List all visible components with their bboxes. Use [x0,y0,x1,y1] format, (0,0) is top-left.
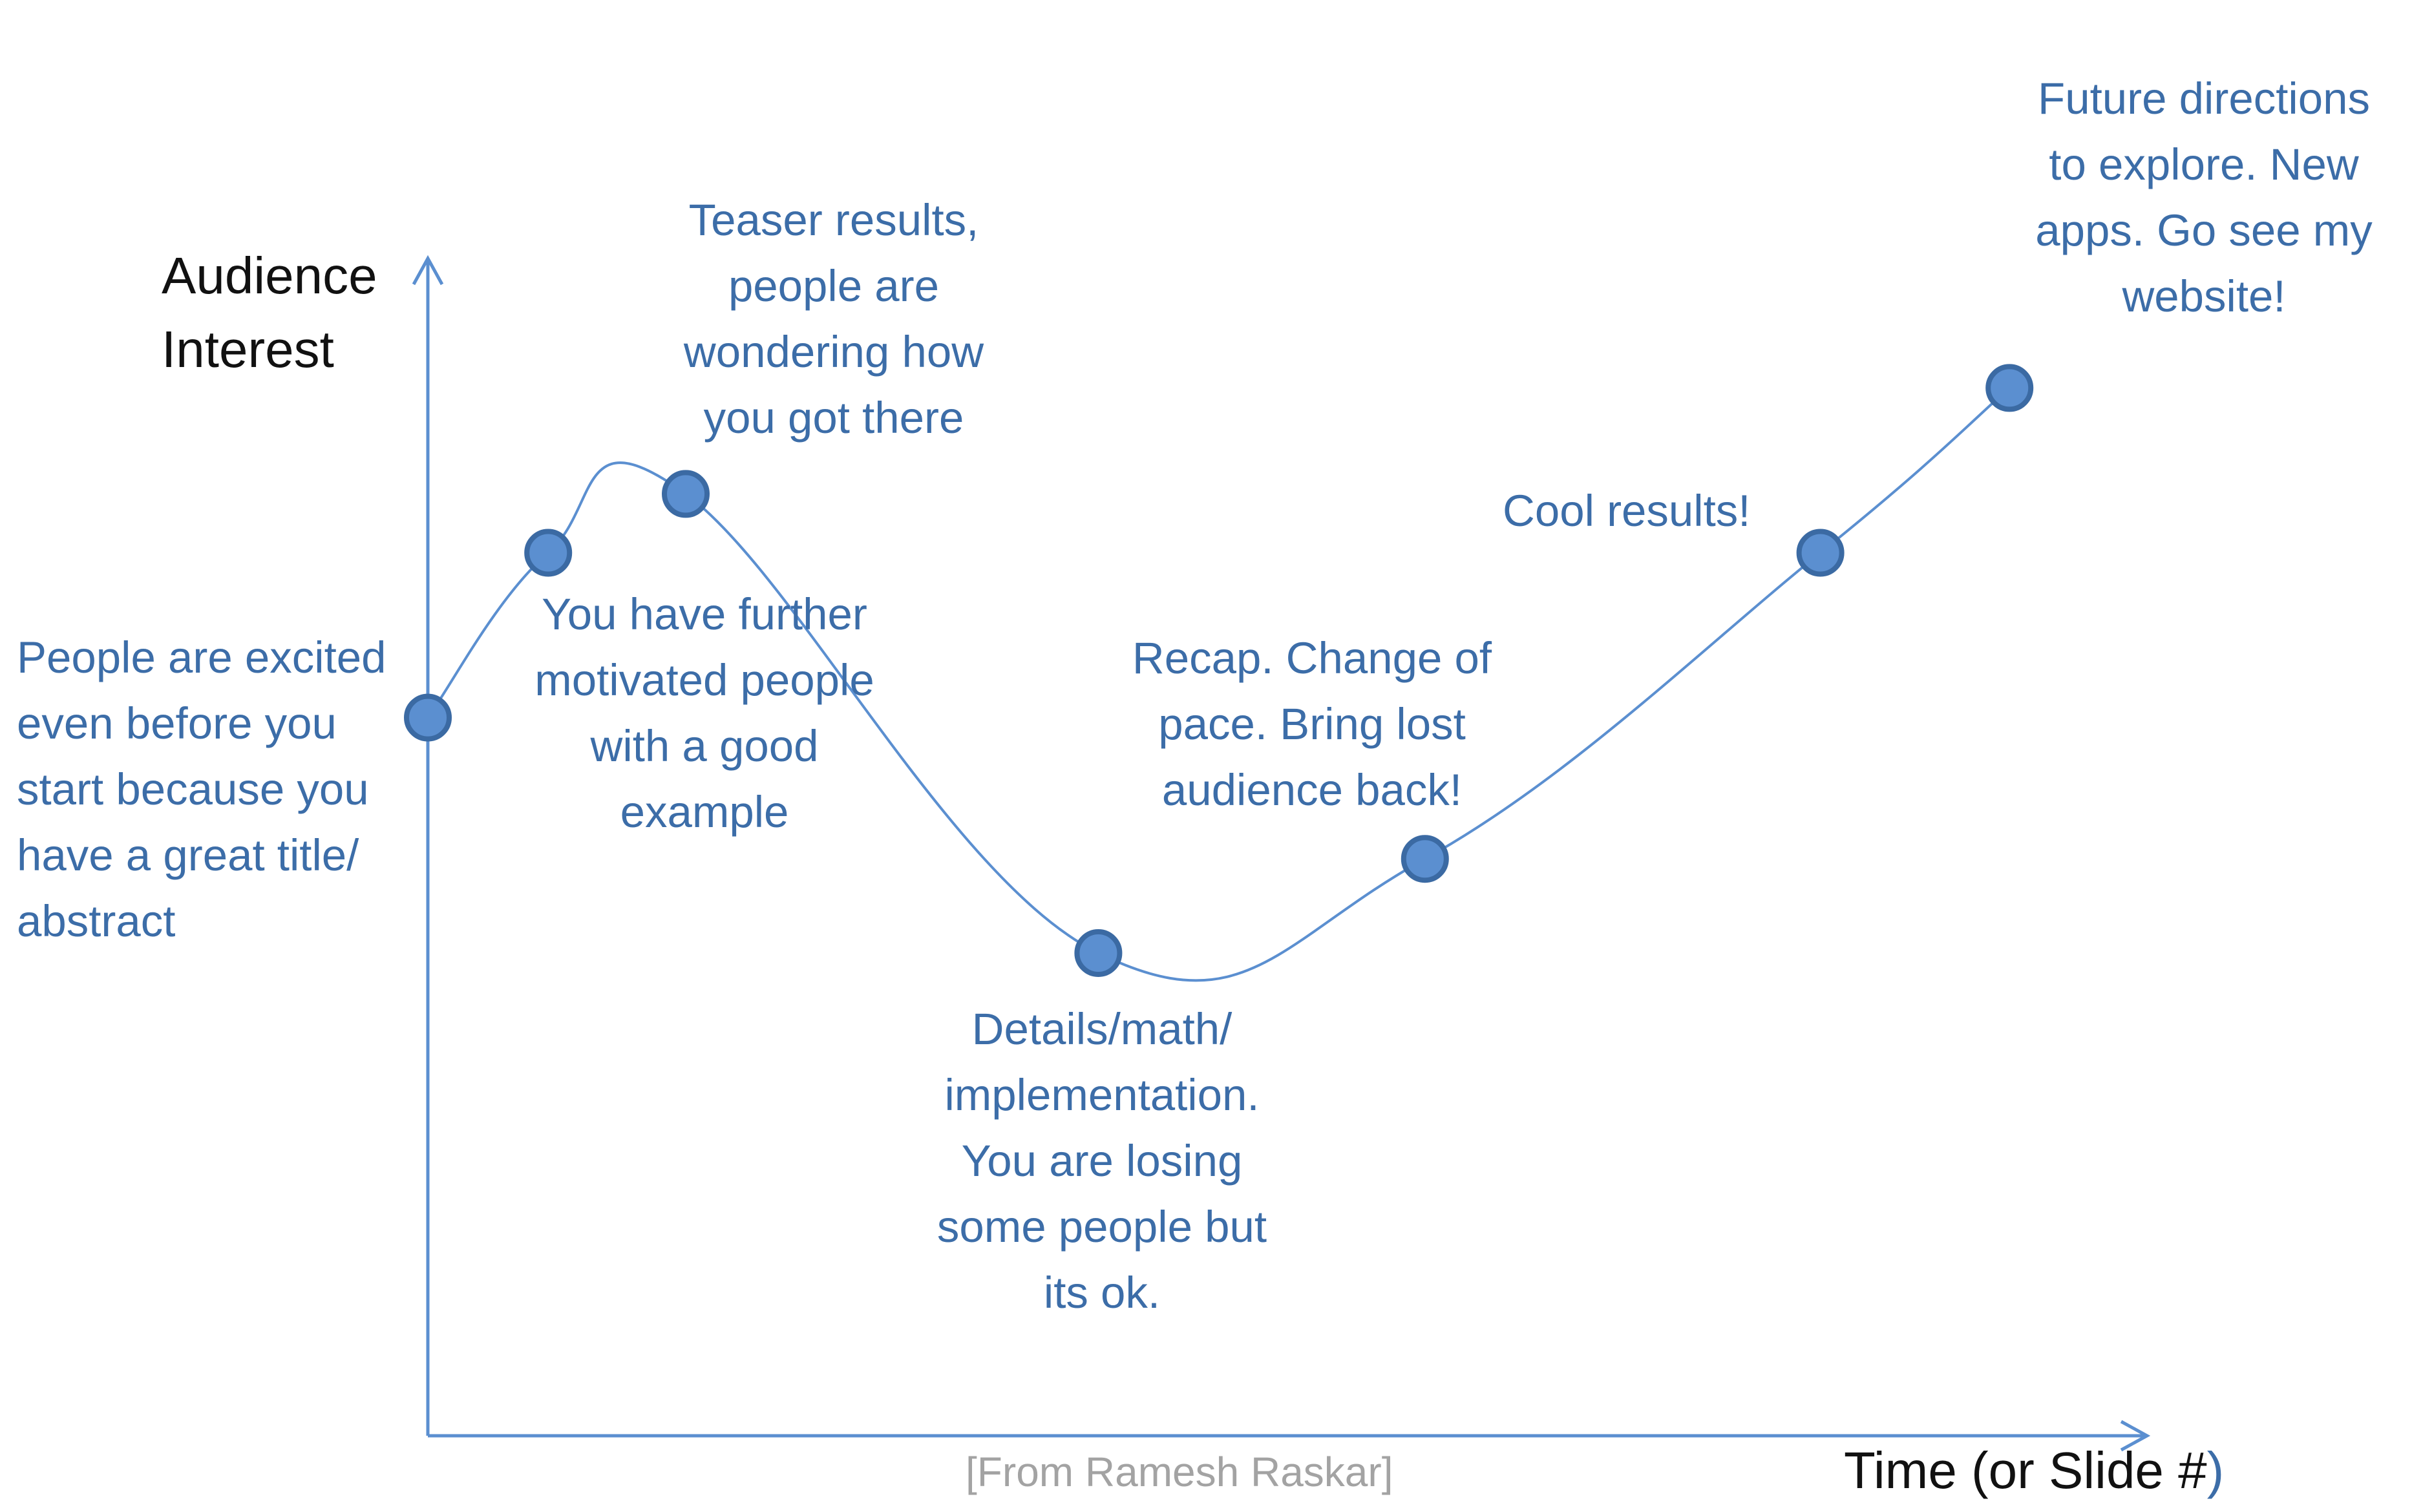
curve-point-2 [524,529,573,577]
x-axis-label-paren: ) [2206,1442,2225,1499]
curve-points [404,364,2034,977]
curve-point-1 [404,693,452,742]
curve-point-5 [1401,835,1449,883]
y-axis-arrowhead [412,255,444,286]
point-label-1: Teaser results, people are wondering how… [683,195,984,443]
point-label-3: Cool results! [1503,486,1751,536]
x-axis-label-text: Time (or Slide # [1844,1442,2207,1499]
x-axis-arrowhead [2120,1420,2151,1452]
credit-text: [From Ramesh Raskar] [966,1449,1393,1495]
y-axis-label: Audience Interest [162,247,377,378]
point-label-6: Recap. Change of pace. Bring lost audien… [1132,633,1492,815]
axes [412,255,2151,1452]
point-label-4: You have further motivated people with a… [534,589,874,837]
x-axis-label: Time (or Slide #) [1844,1440,2224,1502]
point-label-5: People are excited even before you start… [17,633,386,946]
curve-point-6 [1796,529,1845,577]
curve-point-7 [1985,364,2034,412]
curve-point-3 [662,470,710,518]
point-label-7: Details/math/ implementation. You are lo… [936,1004,1267,1318]
curve-point-4 [1074,929,1123,977]
point-label-2: Future directions to explore. New apps. … [2035,74,2373,321]
